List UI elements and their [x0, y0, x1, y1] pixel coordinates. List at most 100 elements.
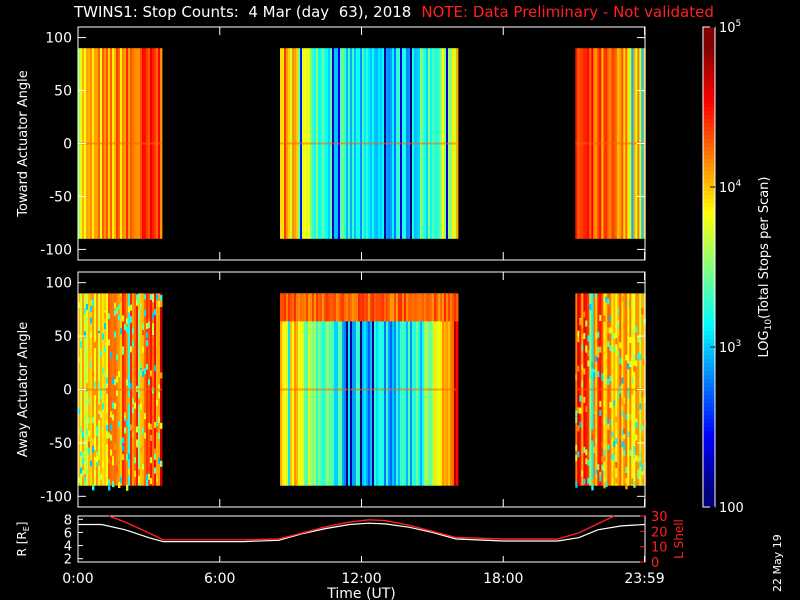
heatmap-cell: [114, 309, 117, 316]
colorbar-cell: [703, 331, 715, 336]
heatmap-cell: [589, 304, 592, 311]
heatmap-cell: [605, 480, 608, 487]
heatmap-cell: [575, 410, 578, 417]
heatmap-cell: [597, 331, 600, 338]
heatmap-cell: [601, 464, 604, 471]
heatmap-cell: [132, 328, 135, 334]
heatmap-cell: [130, 346, 133, 353]
heatmap-cell: [160, 372, 163, 379]
heatmap-cell: [589, 379, 592, 385]
date-stamp: 22 May 19: [771, 534, 784, 592]
heatmap-cell: [607, 379, 610, 386]
colorbar-cell: [703, 67, 715, 72]
heatmap-cell: [158, 457, 161, 464]
heatmap-cell: [577, 425, 580, 432]
heatmap-cell: [627, 392, 630, 399]
heatmap-cell: [136, 294, 139, 301]
heatmap-cell: [619, 326, 622, 333]
heatmap-cell: [144, 310, 147, 316]
colorbar-cell: [703, 171, 715, 176]
heatmap-cell: [102, 357, 105, 364]
heatmap-cell: [424, 293, 427, 322]
heatmap-cell: [386, 293, 389, 322]
heatmap-segment: [575, 48, 646, 239]
r-axis-label-end: ]: [15, 522, 29, 527]
heatmap-cell: [130, 382, 133, 389]
heatmap-cell: [86, 383, 89, 390]
heatmap-cell: [314, 293, 317, 322]
heatmap-cell: [354, 293, 357, 322]
heatmap-cell: [156, 426, 159, 433]
colorbar-label-base: LOG: [757, 330, 772, 357]
heatmap-cell: [118, 303, 121, 310]
heatmap-cell: [86, 303, 89, 310]
colorbar-cell: [703, 243, 715, 248]
heatmap-cell: [340, 293, 343, 322]
heatmap-cell: [106, 413, 109, 420]
heatmap-cell: [358, 293, 361, 322]
heatmap-cell: [432, 293, 435, 322]
heatmap-cell: [146, 323, 149, 329]
heatmap-cell: [112, 414, 115, 421]
heatmap-cell: [128, 377, 131, 384]
heatmap-cell: [300, 293, 303, 322]
colorbar-cell: [703, 131, 715, 136]
heatmap-cell: [334, 293, 337, 322]
heatmap-zero-line: [280, 142, 456, 145]
heatmap-cell: [110, 449, 113, 456]
heatmap-cell: [114, 379, 117, 386]
heatmap-cell: [122, 437, 125, 444]
colorbar-cell: [703, 319, 715, 324]
heatmap-cell: [80, 467, 83, 474]
heatmap-zero-line: [280, 388, 456, 391]
heatmap-cell: [80, 449, 83, 456]
heatmap-cell: [122, 445, 125, 452]
heatmap-cell: [348, 293, 351, 322]
heatmap-cell: [631, 328, 634, 335]
heatmap-cell: [621, 429, 624, 436]
heatmap-cell: [146, 480, 149, 486]
heatmap-cell: [116, 354, 119, 361]
heatmap-cell: [104, 346, 107, 353]
heatmap-cell: [577, 365, 580, 372]
heatmap-cell: [90, 331, 93, 338]
colorbar-cell: [703, 167, 715, 172]
heatmap-cell: [118, 421, 121, 428]
y-axis-label: Away Actuator Angle: [16, 322, 31, 457]
heatmap-cell: [603, 471, 606, 478]
colorbar-cell: [703, 187, 715, 192]
heatmap-cell: [627, 300, 630, 307]
colorbar-cell: [703, 111, 715, 116]
heatmap-cell: [150, 294, 153, 300]
colorbar-cell: [703, 79, 715, 84]
colorbar-cell: [703, 407, 715, 412]
heatmap-cell: [585, 320, 588, 327]
colorbar-cell: [703, 259, 715, 264]
heatmap-cell: [104, 371, 107, 377]
heatmap-cell: [388, 293, 391, 322]
heatmap-cell: [623, 450, 626, 457]
heatmap-cell: [595, 355, 598, 362]
heatmap-cell: [611, 471, 614, 478]
heatmap-cell: [382, 293, 385, 322]
colorbar-tick-exp: 5: [736, 19, 742, 29]
heatmap-cell: [288, 293, 291, 322]
colorbar-cell: [703, 303, 715, 308]
colorbar-cell: [703, 87, 715, 92]
heatmap-cell: [430, 293, 433, 322]
heatmap-cell: [84, 383, 87, 390]
heatmap-cell: [152, 387, 155, 394]
heatmap-cell: [581, 470, 584, 477]
heatmap-cell: [587, 451, 590, 458]
colorbar-tick-label: 104: [719, 179, 742, 196]
heatmap-cell: [641, 469, 644, 476]
heatmap-cell: [158, 416, 161, 423]
heatmap-cell: [138, 363, 141, 370]
heatmap-cell: [150, 435, 153, 441]
heatmap-cell: [132, 424, 135, 431]
heatmap-cell: [384, 293, 387, 322]
heatmap-cell: [124, 412, 127, 419]
heatmap-cell: [310, 293, 313, 322]
heatmap-cell: [108, 313, 111, 320]
